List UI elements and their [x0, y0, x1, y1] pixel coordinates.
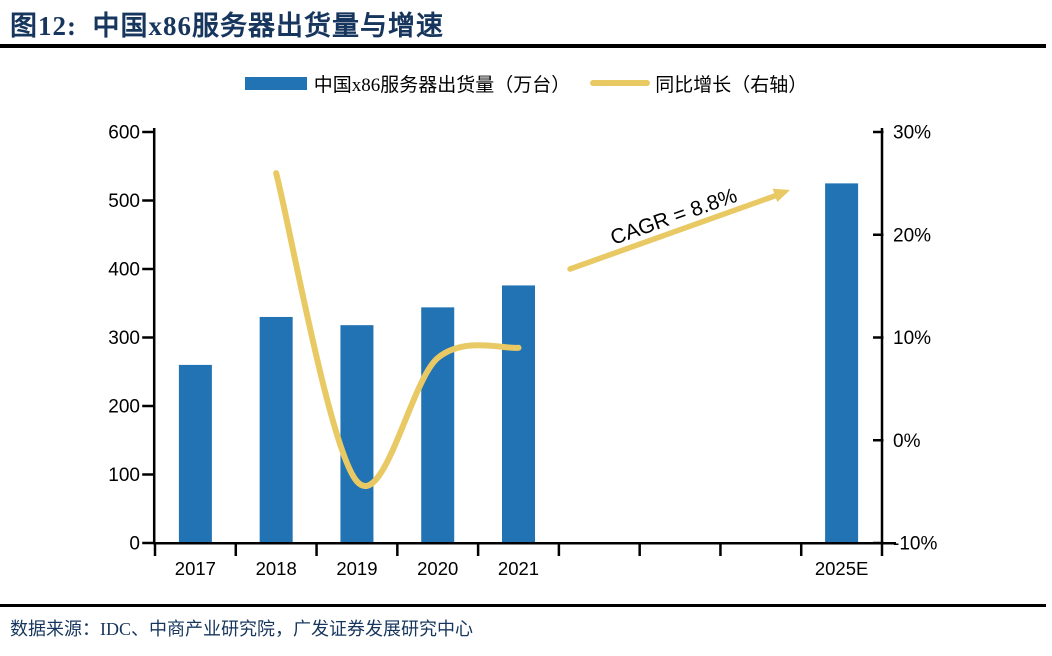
legend-item-growth: 同比增长（右轴） — [590, 70, 807, 97]
x-axis-label-2019: 2019 — [336, 558, 377, 579]
title-divider — [0, 44, 1046, 48]
left-axis-tick-label: 200 — [108, 397, 140, 418]
bar-2019 — [340, 325, 374, 543]
legend-label-shipments: 中国x86服务器出货量（万台） — [313, 74, 571, 96]
bar-2021 — [502, 285, 535, 543]
growth-line — [273, 170, 522, 489]
x-axis-label-2021: 2021 — [498, 558, 539, 579]
footer-divider — [0, 604, 1046, 607]
bars-layer — [178, 183, 859, 543]
cagr-arrow-icon — [567, 188, 790, 272]
line-layer — [273, 170, 522, 489]
left-axis-tick-label: 500 — [108, 191, 140, 212]
x-axis-label-2017: 2017 — [175, 558, 216, 579]
legend-label-growth: 同比增长（右轴） — [655, 74, 808, 96]
left-axis-tick-label: 600 — [108, 123, 140, 144]
chart-legend: 中国x86服务器出货量（万台） 同比增长（右轴） — [0, 70, 1052, 96]
x-axis-label-2025E: 2025E — [815, 558, 869, 579]
right-axis-tick-label: 10% — [893, 328, 931, 349]
x-axis-label-2018: 2018 — [256, 558, 297, 579]
right-axis-tick-label: -10% — [893, 534, 937, 555]
bar-2020 — [421, 307, 455, 543]
data-source: 数据来源：IDC、中商产业研究院，广发证券发展研究中心 — [10, 619, 473, 639]
left-axis-tick-label: 300 — [108, 328, 140, 349]
legend-item-shipments: 中国x86服务器出货量（万台） — [244, 70, 571, 97]
line-series-swatch-icon — [590, 80, 651, 86]
right-axis-tick-label: 20% — [893, 225, 931, 246]
left-axis-tick-label: 100 — [108, 465, 140, 486]
x-axis-label-2020: 2020 — [417, 558, 458, 579]
bar-2017 — [178, 364, 212, 543]
right-axis-tick-label: 0% — [893, 431, 921, 452]
axes-layer: 600 500 400 300 200 100 0 30% 20% 10% 0% -10% 2017 20… — [108, 123, 937, 580]
left-axis-tick-label: 400 — [108, 260, 140, 281]
right-axis-tick-label: 30% — [893, 123, 931, 144]
bar-2018 — [259, 316, 293, 543]
page-title: 图12: 中国x86服务器出货量与增速 — [10, 11, 444, 41]
left-axis-tick-label: 0 — [129, 534, 140, 555]
bar-2025E — [825, 183, 859, 543]
bar-series-swatch-icon — [244, 76, 307, 90]
